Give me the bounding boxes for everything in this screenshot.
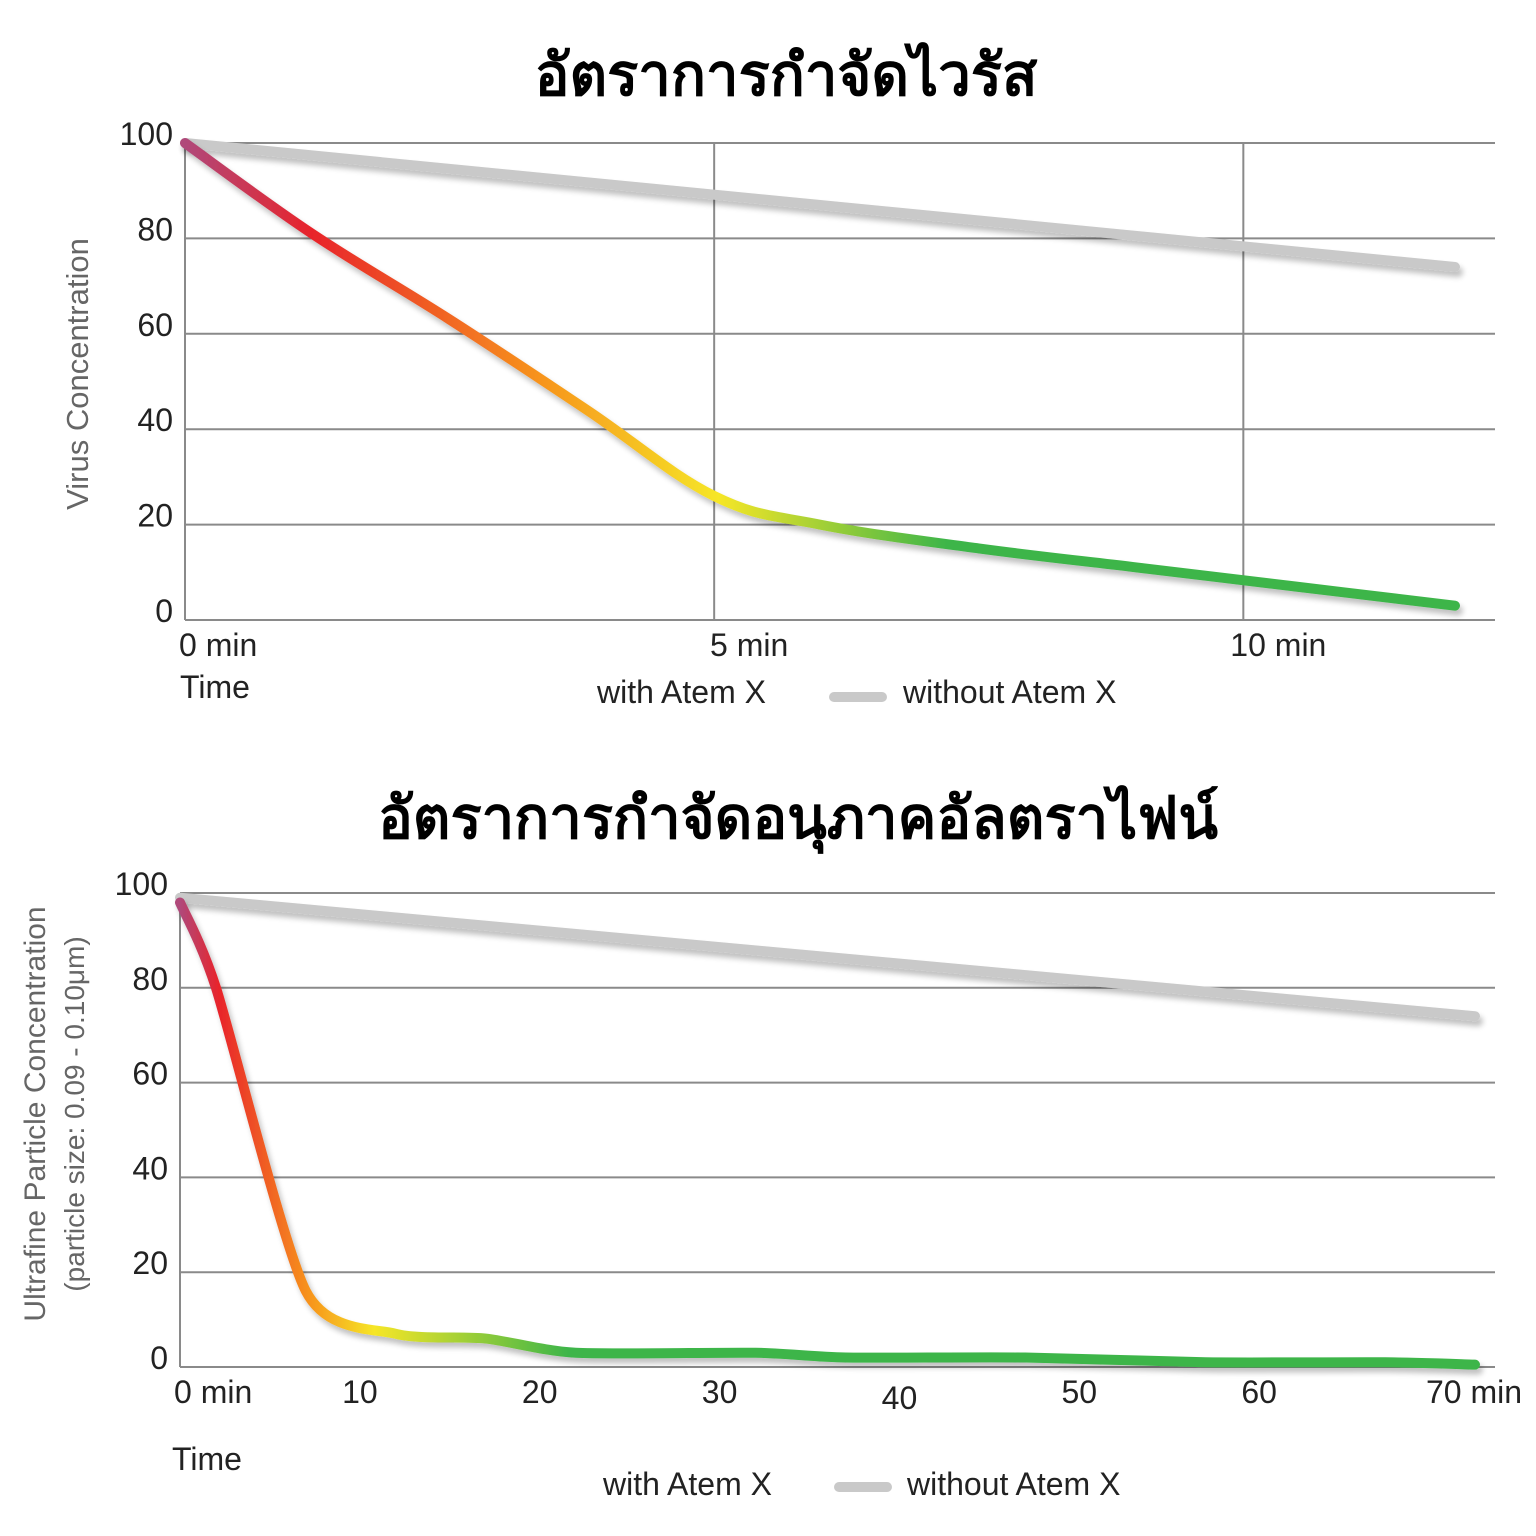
y-tick-label: 0 bbox=[155, 593, 173, 629]
x-axis-label: Time bbox=[172, 1441, 242, 1477]
series-lines bbox=[180, 138, 1460, 611]
y-axis-label: Virus Concentration bbox=[60, 238, 95, 510]
x-tick-label: 70 min bbox=[1426, 1374, 1522, 1410]
y-tick-label: 60 bbox=[132, 1056, 168, 1092]
x-tick-label: 10 bbox=[342, 1374, 378, 1410]
series-without-atem-x bbox=[180, 138, 1460, 273]
x-tick-label: 60 bbox=[1241, 1374, 1277, 1410]
legend-label-with: with Atem X bbox=[602, 1466, 772, 1502]
chart-title: อัตราการกำจัดอนุภาคอัลตราไฟน์ bbox=[378, 784, 1219, 855]
y-tick-label: 100 bbox=[115, 866, 168, 902]
y-axis-label: Ultrafine Particle Concentration bbox=[19, 906, 52, 1321]
x-tick-label: 50 bbox=[1062, 1374, 1098, 1410]
y-axis-sublabel: (particle size: 0.09 - 0.10μm) bbox=[59, 936, 90, 1291]
legend: with Atem X without Atem X bbox=[526, 1466, 1120, 1502]
x-axis-label: Time bbox=[180, 669, 250, 705]
x-tick-label: 0 min bbox=[174, 1374, 252, 1410]
y-tick-label: 100 bbox=[120, 116, 173, 152]
tick-labels: 0 20 40 60 80 100 0 min 5 min 10 min bbox=[120, 116, 1327, 663]
series-with-atem-x bbox=[180, 138, 1460, 611]
tick-labels: 0 20 40 60 80 100 0 min 10 20 30 40 50 60 70 min bbox=[115, 866, 1522, 1416]
x-tick-label: 30 bbox=[702, 1374, 738, 1410]
x-tick-label: 5 min bbox=[710, 627, 788, 663]
y-tick-label: 40 bbox=[137, 402, 173, 438]
gridlines bbox=[179, 892, 1495, 1368]
series-without-atem-x bbox=[175, 892, 1480, 1022]
y-tick-label: 40 bbox=[132, 1150, 168, 1186]
legend-label-without: without Atem X bbox=[906, 1466, 1120, 1502]
virus-removal-chart: อัตราการกำจัดไวรัส 0 20 40 60 80 100 0 min 5 mi… bbox=[60, 41, 1495, 710]
x-tick-label: 20 bbox=[522, 1374, 558, 1410]
legend-label-without: without Atem X bbox=[902, 674, 1116, 710]
y-tick-label: 20 bbox=[132, 1245, 168, 1281]
ultrafine-particle-removal-chart: อัตราการกำจัดอนุภาคอัลตราไฟน์ 0 20 40 60 80 1… bbox=[19, 784, 1522, 1502]
y-tick-label: 80 bbox=[132, 961, 168, 997]
y-tick-label: 60 bbox=[137, 307, 173, 343]
legend-label-with: with Atem X bbox=[596, 674, 766, 710]
y-tick-label: 0 bbox=[150, 1340, 168, 1376]
series-with-atem-x bbox=[175, 897, 1480, 1370]
y-tick-label: 20 bbox=[137, 498, 173, 534]
chart-title: อัตราการกำจัดไวรัส bbox=[535, 41, 1038, 109]
gridlines bbox=[184, 142, 1495, 621]
x-tick-label: 10 min bbox=[1230, 627, 1326, 663]
y-tick-label: 80 bbox=[137, 211, 173, 247]
legend: with Atem X without Atem X bbox=[526, 674, 1116, 710]
x-tick-label: 0 min bbox=[179, 627, 257, 663]
x-tick-label: 40 bbox=[882, 1380, 918, 1416]
series-lines bbox=[175, 892, 1480, 1370]
